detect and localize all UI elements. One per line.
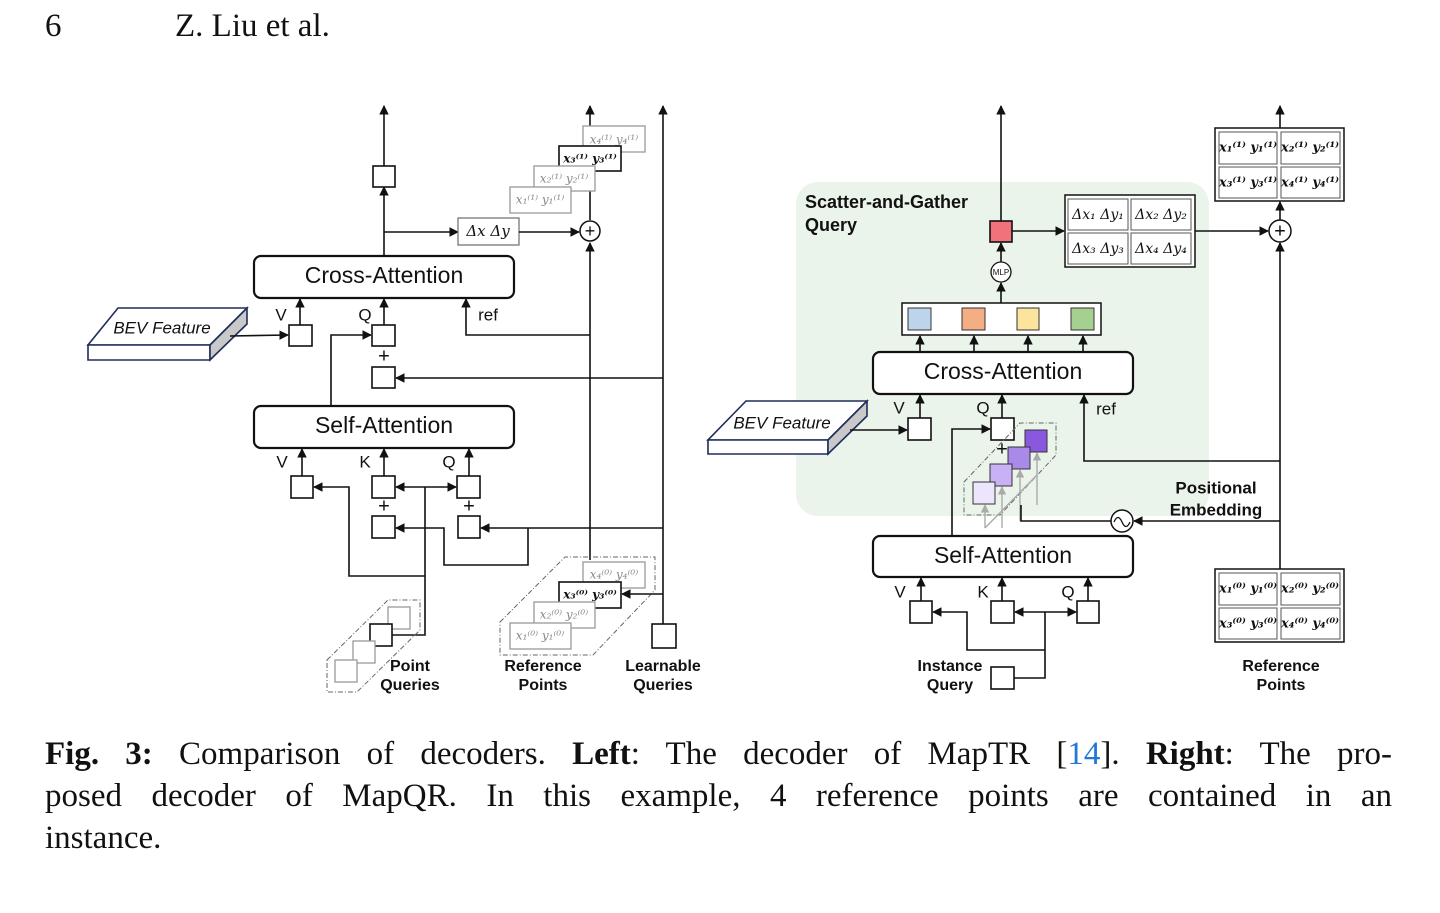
instance-query-square xyxy=(990,666,1015,690)
svg-text:V: V xyxy=(893,398,905,417)
svg-text:K: K xyxy=(977,582,989,601)
svg-text:Scatter-and-Gather: Scatter-and-Gather xyxy=(805,192,968,212)
svg-text:Points: Points xyxy=(519,677,568,694)
svg-text:Query: Query xyxy=(927,677,973,694)
svg-text:Δx₂ Δy₂: Δx₂ Δy₂ xyxy=(1134,207,1187,223)
svg-text:Q: Q xyxy=(976,398,989,417)
self-attention-block xyxy=(871,534,1135,579)
caption-line-3: instance. xyxy=(45,820,162,856)
svg-text:Δx₁ Δy₁: Δx₁ Δy₁ xyxy=(1071,207,1124,223)
add-icon xyxy=(579,220,601,242)
self-attention-label: Self-Attention xyxy=(315,412,453,438)
updated-reference-points: x₄⁽¹⁾ y₄⁽¹⁾ x₃⁽¹⁾ y₃⁽¹⁾ x₂⁽¹⁾ y₂⁽¹⁾ x₁⁽¹… xyxy=(509,125,646,214)
svg-text:+: + xyxy=(1274,220,1286,242)
cross-attention-block xyxy=(252,254,516,300)
cross-attention-label: Cross-Attention xyxy=(305,262,464,288)
svg-text:Reference: Reference xyxy=(1242,658,1319,675)
maptr-decoder: Δx Δy + x₄⁽¹⁾ y₄⁽¹⁾ x₃⁽¹⁾ y₃⁽¹⁾ x₂⁽¹⁾ y₂… xyxy=(86,105,701,694)
svg-text:Queries: Queries xyxy=(633,677,693,694)
svg-text:x₄⁽⁰⁾ y₄⁽⁰⁾: x₄⁽⁰⁾ y₄⁽⁰⁾ xyxy=(590,568,638,582)
svg-text:+: + xyxy=(463,495,475,517)
svg-text:+: + xyxy=(996,438,1008,460)
add-sign: + xyxy=(585,221,596,241)
svg-text:x₃⁽¹⁾ y₃⁽¹⁾: x₃⁽¹⁾ y₃⁽¹⁾ xyxy=(562,152,617,166)
svg-text:Positional: Positional xyxy=(1175,478,1256,497)
self-attention-block xyxy=(252,404,516,450)
svg-text:BEV Feature: BEV Feature xyxy=(733,413,830,432)
output-query-square xyxy=(372,165,396,188)
svg-text:Reference: Reference xyxy=(504,658,581,675)
updated-reference-points: x₁⁽¹⁾ y₁⁽¹⁾ x₂⁽¹⁾ y₂⁽¹⁾ x₃⁽¹⁾ y₃⁽¹⁾ x₄⁽¹… xyxy=(1214,127,1345,202)
svg-text:+: + xyxy=(378,345,390,367)
cross-attention-block xyxy=(871,350,1135,396)
caption-line-2: posed decoder of MapQR. In this example,… xyxy=(45,778,1392,814)
offset-query-square xyxy=(989,220,1013,243)
svg-text:x₃⁽⁰⁾ y₃⁽⁰⁾: x₃⁽⁰⁾ y₃⁽⁰⁾ xyxy=(1218,617,1277,632)
svg-text:x₃⁽⁰⁾ y₃⁽⁰⁾: x₃⁽⁰⁾ y₃⁽⁰⁾ xyxy=(562,588,617,602)
svg-text:Instance: Instance xyxy=(918,658,983,675)
svg-text:Query: Query xyxy=(805,215,857,235)
svg-text:Δx₃ Δy₃: Δx₃ Δy₃ xyxy=(1071,241,1124,257)
svg-text:V: V xyxy=(894,582,906,601)
svg-text:x₄⁽⁰⁾ y₄⁽⁰⁾: x₄⁽⁰⁾ y₄⁽⁰⁾ xyxy=(1280,617,1339,632)
svg-text:MLP: MLP xyxy=(993,268,1009,277)
point-feature-strip xyxy=(901,302,1102,336)
svg-text:Learnable: Learnable xyxy=(625,658,701,675)
svg-text:Δx₄ Δy₄: Δx₄ Δy₄ xyxy=(1134,241,1187,257)
svg-text:x₁⁽⁰⁾ y₁⁽⁰⁾: x₁⁽⁰⁾ y₁⁽⁰⁾ xyxy=(1218,582,1277,597)
reference-points: x₁⁽⁰⁾ y₁⁽⁰⁾ x₂⁽⁰⁾ y₂⁽⁰⁾ x₃⁽⁰⁾ y₃⁽⁰⁾ x₄⁽⁰… xyxy=(1214,568,1345,643)
svg-text:x₁⁽⁰⁾ y₁⁽⁰⁾: x₁⁽⁰⁾ y₁⁽⁰⁾ xyxy=(516,629,564,643)
svg-text:x₂⁽⁰⁾ y₂⁽⁰⁾: x₂⁽⁰⁾ y₂⁽⁰⁾ xyxy=(540,608,588,622)
svg-text:x₂⁽¹⁾ y₂⁽¹⁾: x₂⁽¹⁾ y₂⁽¹⁾ xyxy=(1280,141,1339,156)
svg-text:Cross-Attention: Cross-Attention xyxy=(924,358,1083,384)
svg-text:V: V xyxy=(276,452,288,471)
svg-text:Embedding: Embedding xyxy=(1170,500,1263,519)
svg-text:Points: Points xyxy=(1257,677,1306,694)
point-queries xyxy=(326,599,421,693)
svg-text:Q: Q xyxy=(442,452,455,471)
mapqr-decoder: Scatter-and-Gather Query MLP Δx₁ Δy₁ Δx₂… xyxy=(706,105,1345,694)
running-title: Z. Liu et al. xyxy=(175,8,330,44)
svg-text:x₄⁽¹⁾ y₄⁽¹⁾: x₄⁽¹⁾ y₄⁽¹⁾ xyxy=(590,133,638,147)
reference-points: x₄⁽⁰⁾ y₄⁽⁰⁾ x₃⁽⁰⁾ y₃⁽⁰⁾ x₂⁽⁰⁾ y₂⁽⁰⁾ x₁⁽⁰… xyxy=(499,556,656,656)
svg-text:Self-Attention: Self-Attention xyxy=(934,542,1072,568)
learnable-query-square xyxy=(651,623,677,649)
page-number: 6 xyxy=(45,8,62,44)
svg-text:x₂⁽⁰⁾ y₂⁽⁰⁾: x₂⁽⁰⁾ y₂⁽⁰⁾ xyxy=(1280,582,1339,597)
bev-feature: BEV Feature xyxy=(86,306,249,362)
offset-grid: Δx₁ Δy₁ Δx₂ Δy₂ Δx₃ Δy₃ Δx₄ Δy₄ xyxy=(1064,194,1196,268)
svg-text:x₂⁽¹⁾ y₂⁽¹⁾: x₂⁽¹⁾ y₂⁽¹⁾ xyxy=(540,172,588,186)
svg-text:x₃⁽¹⁾ y₃⁽¹⁾: x₃⁽¹⁾ y₃⁽¹⁾ xyxy=(1218,176,1277,191)
decoder-comparison-figure: Δx Δy + x₄⁽¹⁾ y₄⁽¹⁾ x₃⁽¹⁾ y₃⁽¹⁾ x₂⁽¹⁾ y₂… xyxy=(86,105,1345,694)
positional-query-square xyxy=(371,366,396,389)
svg-text:K: K xyxy=(359,452,371,471)
q-label: Q xyxy=(358,305,371,324)
svg-text:+: + xyxy=(378,495,390,517)
bev-feature: BEV Feature xyxy=(706,399,869,456)
value-square xyxy=(288,324,313,347)
svg-text:Q: Q xyxy=(1061,582,1074,601)
positional-queries xyxy=(963,422,1057,529)
svg-text:x₁⁽¹⁾ y₁⁽¹⁾: x₁⁽¹⁾ y₁⁽¹⁾ xyxy=(1218,141,1277,156)
ref-label: ref xyxy=(478,305,498,324)
offset-label: Δx Δy xyxy=(465,222,510,240)
citation-link[interactable]: 14 xyxy=(1067,736,1101,772)
mlp-node xyxy=(990,261,1012,283)
figure-caption: Fig. 3: Comparison of decoders. Left: Th… xyxy=(45,733,1392,859)
svg-text:BEV Feature: BEV Feature xyxy=(113,318,210,337)
query-square xyxy=(371,324,396,347)
svg-text:x₄⁽¹⁾ y₄⁽¹⁾: x₄⁽¹⁾ y₄⁽¹⁾ xyxy=(1280,176,1339,191)
svg-text:ref: ref xyxy=(1096,399,1116,418)
svg-text:x₁⁽¹⁾ y₁⁽¹⁾: x₁⁽¹⁾ y₁⁽¹⁾ xyxy=(516,193,564,207)
v-label: V xyxy=(275,305,287,324)
figure-label: Fig. 3: xyxy=(45,736,153,772)
svg-text:Point: Point xyxy=(390,658,431,675)
svg-text:Queries: Queries xyxy=(380,677,440,694)
